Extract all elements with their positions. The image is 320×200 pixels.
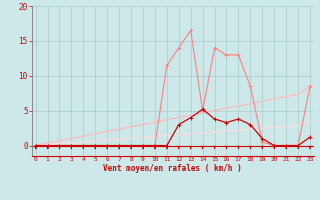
X-axis label: Vent moyen/en rafales ( km/h ): Vent moyen/en rafales ( km/h )	[103, 164, 242, 173]
